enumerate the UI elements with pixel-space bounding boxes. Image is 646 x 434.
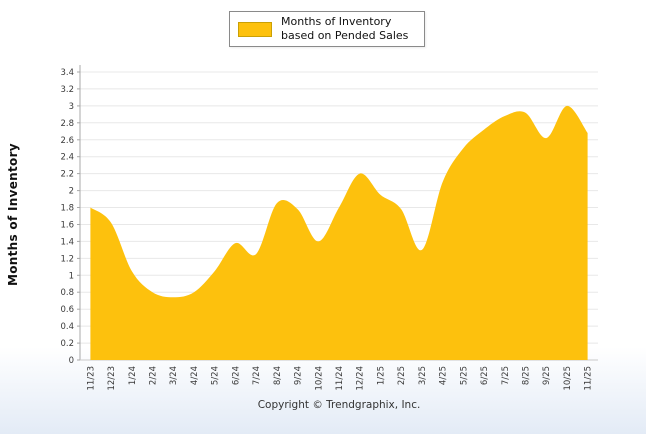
- svg-text:12/23: 12/23: [107, 366, 117, 391]
- footer-copyright: Copyright © Trendgraphix, Inc.: [257, 399, 421, 411]
- svg-text:8/25: 8/25: [522, 366, 532, 385]
- svg-text:2/25: 2/25: [397, 366, 407, 385]
- svg-text:0.8: 0.8: [60, 288, 74, 298]
- svg-text:9/25: 9/25: [542, 366, 552, 385]
- svg-text:5/24: 5/24: [211, 366, 221, 385]
- svg-text:11/23: 11/23: [86, 366, 96, 391]
- svg-text:0.4: 0.4: [60, 322, 74, 332]
- svg-text:5/25: 5/25: [459, 366, 469, 385]
- x-axis-tick-labels: 11/23 12/23 1/24 2/24 3/24 4/24 5/24 6/24 7/24 8/…: [86, 366, 593, 391]
- svg-text:2: 2: [69, 187, 74, 197]
- inventory-area-chart: 0 0.2 0.4 0.6 0.8 1 1.2 1.4 1.6 1.8 2 2.2 2.4 2.6 2.8 3…: [60, 65, 598, 391]
- svg-text:6/24: 6/24: [231, 366, 241, 385]
- legend: Months of Inventory based on Pended Sale…: [229, 11, 425, 47]
- legend-label: Months of Inventory based on Pended Sale…: [281, 14, 409, 42]
- svg-text:3.4: 3.4: [60, 68, 74, 78]
- svg-text:4/25: 4/25: [439, 366, 449, 385]
- svg-text:1.6: 1.6: [60, 221, 74, 231]
- svg-text:12/24: 12/24: [356, 366, 366, 391]
- svg-text:3/24: 3/24: [169, 366, 179, 385]
- svg-text:8/24: 8/24: [273, 366, 283, 385]
- svg-text:1: 1: [69, 271, 74, 281]
- svg-text:0: 0: [69, 356, 74, 366]
- svg-text:0.6: 0.6: [60, 305, 74, 315]
- svg-text:7/24: 7/24: [252, 366, 262, 385]
- series-area-months-of-inventory: [90, 105, 588, 361]
- chart-area: 0 0.2 0.4 0.6 0.8 1 1.2 1.4 1.6 1.8 2 2.2 2.4 2.6 2.8 3…: [0, 55, 646, 405]
- svg-text:1.4: 1.4: [60, 237, 74, 247]
- legend-swatch: [238, 21, 272, 37]
- svg-text:6/25: 6/25: [480, 366, 490, 385]
- svg-text:4/24: 4/24: [190, 366, 200, 385]
- svg-text:11/24: 11/24: [335, 366, 345, 391]
- svg-text:9/24: 9/24: [294, 366, 304, 385]
- svg-text:0.2: 0.2: [60, 339, 74, 349]
- svg-text:1.2: 1.2: [60, 254, 74, 264]
- svg-text:3.2: 3.2: [60, 85, 74, 95]
- svg-text:10/25: 10/25: [563, 366, 573, 391]
- svg-text:10/24: 10/24: [314, 366, 324, 391]
- y-axis-tick-labels: 0 0.2 0.4 0.6 0.8 1 1.2 1.4 1.6 1.8 2 2.2 2.4 2.6 2.8 3…: [60, 68, 74, 366]
- svg-text:2/24: 2/24: [149, 366, 159, 385]
- svg-text:3: 3: [69, 102, 74, 112]
- svg-text:2.8: 2.8: [60, 119, 74, 129]
- svg-text:3/25: 3/25: [418, 366, 428, 385]
- svg-text:1/24: 1/24: [128, 366, 138, 385]
- svg-text:7/25: 7/25: [501, 366, 511, 385]
- svg-text:2.4: 2.4: [60, 153, 74, 163]
- svg-text:2.2: 2.2: [60, 170, 74, 180]
- svg-text:2.6: 2.6: [60, 136, 74, 146]
- svg-text:1/25: 1/25: [376, 366, 386, 385]
- svg-text:1.8: 1.8: [60, 204, 74, 214]
- svg-text:11/25: 11/25: [584, 366, 594, 391]
